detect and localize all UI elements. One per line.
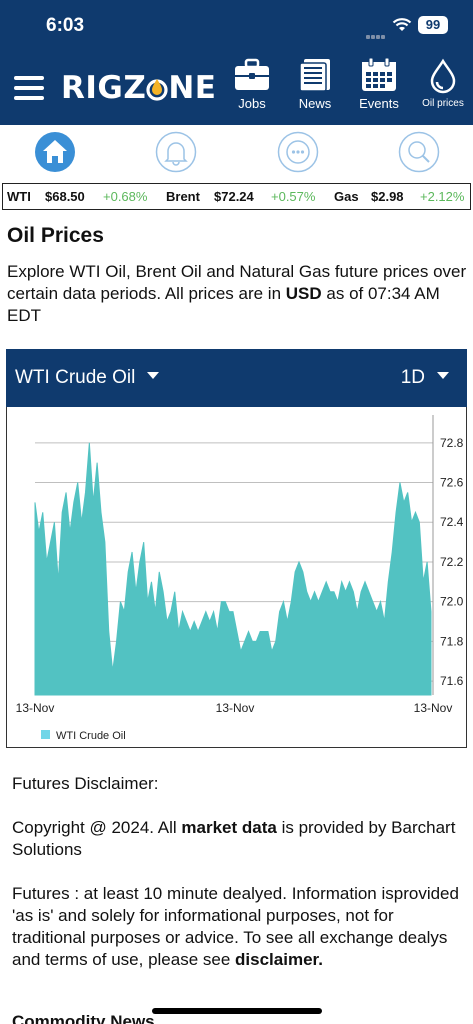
chevron-down-icon bbox=[147, 372, 160, 380]
y-tick-label: 72.6 bbox=[440, 476, 464, 490]
nav-events-label: Events bbox=[359, 96, 399, 111]
ticker-wti-price: $68.50 bbox=[45, 189, 85, 204]
quick-actions-bar bbox=[0, 125, 473, 182]
series-area-wti-crude-oil bbox=[34, 442, 432, 696]
x-tick-label: 13-Nov bbox=[414, 701, 453, 715]
oil-drop-icon bbox=[430, 58, 456, 94]
y-tick-label: 71.6 bbox=[440, 674, 464, 688]
period-selector[interactable]: 1D bbox=[401, 367, 449, 389]
ticker-gas-price: $2.98 bbox=[371, 189, 404, 204]
nav-news-label: News bbox=[298, 96, 332, 111]
wifi-icon bbox=[392, 18, 412, 31]
home-icon bbox=[35, 132, 75, 172]
more-icon bbox=[277, 131, 319, 173]
nav-jobs[interactable]: Jobs bbox=[222, 58, 282, 118]
notifications-button[interactable] bbox=[155, 131, 197, 173]
status-bar: 6:03 99 bbox=[0, 0, 473, 52]
nav-events[interactable]: Events bbox=[349, 58, 409, 118]
page-intro: Explore WTI Oil, Brent Oil and Natural G… bbox=[7, 262, 467, 325]
price-chart[interactable]: 71.6 71.8 72.0 72.2 72.4 72.6 72.8 13-Nov 13-Nov… bbox=[6, 407, 467, 748]
disclaimer-heading: Futures Disclaimer: bbox=[12, 774, 159, 793]
rigzone-logo[interactable]: RIGZ NE bbox=[61, 70, 217, 106]
commodity-selector[interactable]: WTI Crude Oil bbox=[15, 367, 160, 389]
cellular-icon bbox=[366, 26, 388, 39]
chart-canvas: 71.6 71.8 72.0 72.2 72.4 72.6 72.8 13-Nov 13-Nov… bbox=[16, 415, 464, 742]
calendar-icon bbox=[362, 58, 396, 91]
chart-panel-header: WTI Crude Oil 1D bbox=[6, 349, 467, 407]
search-icon bbox=[398, 131, 440, 173]
ticker-wti-change: +0.68% bbox=[103, 189, 148, 204]
copyright-text: Copyright @ 2024. All market data is pro… bbox=[12, 818, 456, 859]
status-time: 6:03 bbox=[46, 15, 85, 36]
ticker-gas-change: +2.12% bbox=[420, 189, 465, 204]
menu-icon[interactable] bbox=[14, 76, 44, 100]
app-header: 6:03 99 RIGZ NE Jobs News bbox=[0, 0, 473, 125]
ticker-brent-price: $72.24 bbox=[214, 189, 254, 204]
nav-jobs-label: Jobs bbox=[238, 96, 266, 111]
commodity-news-heading: Commodity News bbox=[12, 1012, 155, 1024]
battery-indicator: 99 bbox=[418, 16, 448, 34]
ticker-brent-change: +0.57% bbox=[271, 189, 316, 204]
search-button[interactable] bbox=[398, 131, 440, 173]
y-tick-label: 71.8 bbox=[440, 634, 464, 648]
nav-oil-prices-label: Oil prices bbox=[422, 98, 464, 109]
y-tick-label: 72.8 bbox=[440, 436, 464, 450]
nav-news[interactable]: News bbox=[285, 58, 345, 118]
briefcase-icon bbox=[235, 58, 269, 90]
page-title: Oil Prices bbox=[7, 224, 104, 247]
logo-drop-icon bbox=[146, 79, 168, 101]
y-tick-label: 72.2 bbox=[440, 555, 464, 569]
futures-text: Futures : at least 10 minute dealyed. In… bbox=[12, 884, 459, 969]
legend-label: WTI Crude Oil bbox=[56, 730, 126, 742]
home-indicator[interactable] bbox=[152, 1008, 322, 1014]
price-ticker[interactable]: WTI $68.50 +0.68% Brent $72.24 +0.57% Ga… bbox=[2, 183, 471, 210]
chevron-down-icon bbox=[437, 372, 449, 380]
bell-icon bbox=[155, 131, 197, 173]
nav-oil-prices[interactable]: Oil prices bbox=[413, 58, 473, 118]
more-button[interactable] bbox=[277, 131, 319, 173]
home-button[interactable] bbox=[34, 131, 76, 173]
ticker-wti-name: WTI bbox=[7, 189, 31, 204]
x-tick-label: 13-Nov bbox=[216, 701, 255, 715]
newspaper-icon bbox=[299, 59, 330, 92]
disclaimer-link[interactable]: disclaimer. bbox=[235, 950, 323, 969]
x-tick-label: 13-Nov bbox=[16, 701, 55, 715]
y-tick-label: 72.4 bbox=[440, 515, 464, 529]
legend-swatch bbox=[41, 730, 50, 739]
ticker-brent-name: Brent bbox=[166, 189, 200, 204]
y-tick-label: 72.0 bbox=[440, 595, 464, 609]
ticker-gas-name: Gas bbox=[334, 189, 359, 204]
futures-disclaimer: Futures Disclaimer: Copyright @ 2024. Al… bbox=[12, 773, 470, 993]
